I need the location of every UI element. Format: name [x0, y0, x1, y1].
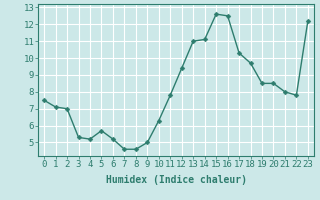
X-axis label: Humidex (Indice chaleur): Humidex (Indice chaleur) [106, 175, 246, 185]
